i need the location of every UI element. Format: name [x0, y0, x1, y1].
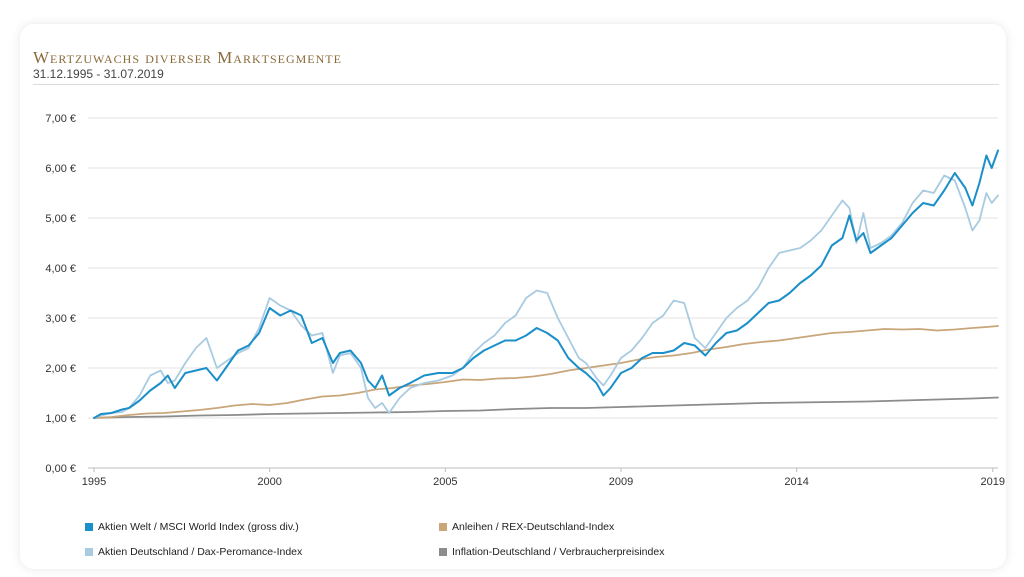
- y-tick-label-7: 7,00 €: [45, 113, 76, 125]
- y-tick-label-5: 5,00 €: [45, 213, 76, 225]
- y-tick-label-6: 6,00 €: [45, 163, 76, 175]
- y-tick-label-1: 1,00 €: [45, 413, 76, 425]
- x-tick-label-5: 2019: [980, 476, 1004, 488]
- chart-card: [20, 24, 1006, 569]
- legend-label-msci-world: Aktien Welt / MSCI World Index (gross di…: [98, 521, 299, 533]
- legend-swatch-rex: [439, 522, 447, 531]
- legend-label-dax: Aktien Deutschland / Dax-Peromance-Index: [98, 546, 303, 558]
- legend-label-inflation: Inflation-Deutschland / Verbraucherpreis…: [452, 546, 665, 558]
- x-tick-label-2: 2005: [433, 476, 457, 488]
- chart-title: Wertzuwachs diverser Marktsegmente: [33, 48, 342, 67]
- x-tick-label-4: 2014: [784, 476, 808, 488]
- y-tick-label-4: 4,00 €: [45, 263, 76, 275]
- legend-item-msci-world: Aktien Welt / MSCI World Index (gross di…: [85, 521, 299, 533]
- series-line-3: [93, 396, 999, 419]
- y-tick-label-0: 0,00 €: [45, 463, 76, 475]
- y-tick-label-2: 2,00 €: [45, 363, 76, 375]
- title-divider: [33, 84, 999, 85]
- x-tick-label-1: 2000: [257, 476, 281, 488]
- y-tick-label-3: 3,00 €: [45, 313, 76, 325]
- legend-label-rex: Anleihen / REX-Deutschland-Index: [452, 521, 615, 533]
- legend-item-inflation: Inflation-Deutschland / Verbraucherpreis…: [439, 546, 664, 558]
- legend-swatch-msci-world: [85, 522, 93, 531]
- legend-item-rex: Anleihen / REX-Deutschland-Index: [439, 521, 614, 533]
- x-tick-label-0: 1995: [82, 476, 106, 488]
- legend-item-dax: Aktien Deutschland / Dax-Peromance-Index: [85, 546, 302, 558]
- chart-subtitle: 31.12.1995 - 31.07.2019: [33, 67, 164, 81]
- series-line-2: [93, 325, 999, 419]
- series-line-0: [93, 149, 999, 419]
- series-line-1: [93, 174, 999, 419]
- legend-swatch-dax: [85, 547, 93, 556]
- legend-swatch-inflation: [439, 547, 447, 556]
- x-tick-label-3: 2009: [609, 476, 633, 488]
